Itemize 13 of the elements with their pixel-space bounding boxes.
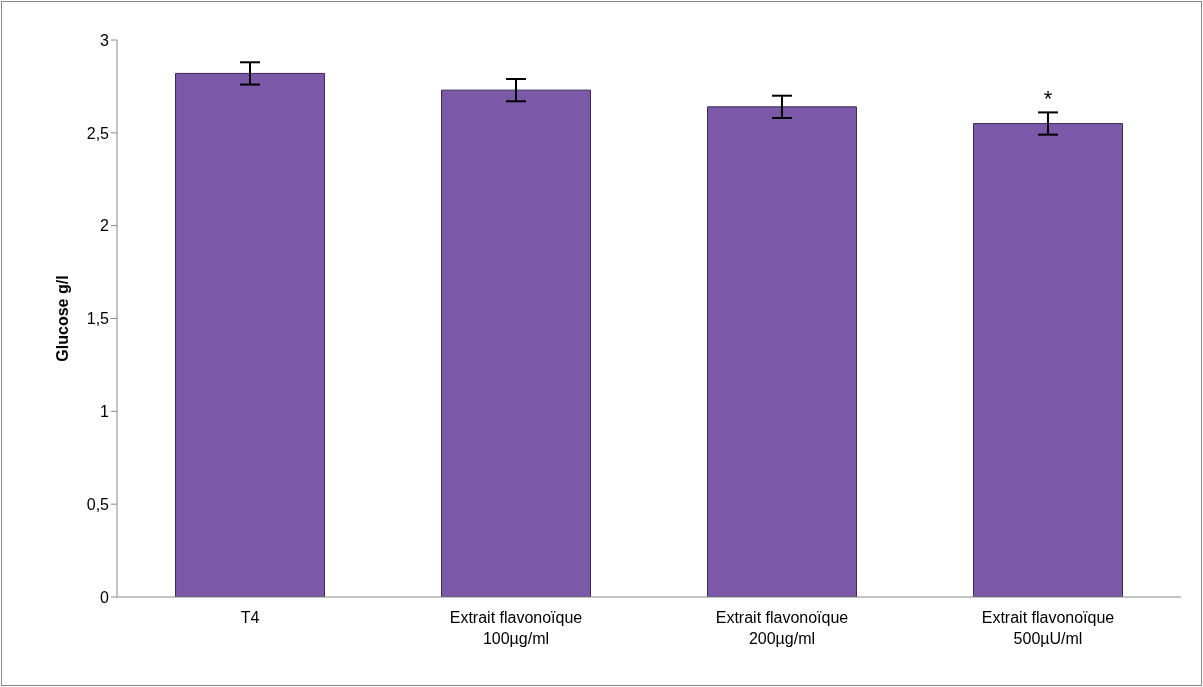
x-tick-label: Extrait flavonoïque 100µg/ml xyxy=(449,609,583,647)
y-tick-label: 0,5 xyxy=(86,495,110,513)
y-tick-label: 1,5 xyxy=(86,310,110,328)
x-tick-label: Extrait flavonoïque 500µU/ml xyxy=(981,609,1115,647)
x-tick-label: Extrait flavonoïque 200µg/ml xyxy=(715,609,849,647)
y-tick-label: 3 xyxy=(100,31,110,49)
x-tick-label: T4 xyxy=(240,609,260,626)
y-tick-label: 1 xyxy=(100,403,110,421)
y-tick-label: 0 xyxy=(100,588,110,606)
y-tick-label: 2,5 xyxy=(86,124,110,142)
significance-note: * xyxy=(1043,85,1053,111)
y-axis-title: Glucose g/l xyxy=(53,275,71,362)
y-tick-label: 2 xyxy=(100,217,110,235)
